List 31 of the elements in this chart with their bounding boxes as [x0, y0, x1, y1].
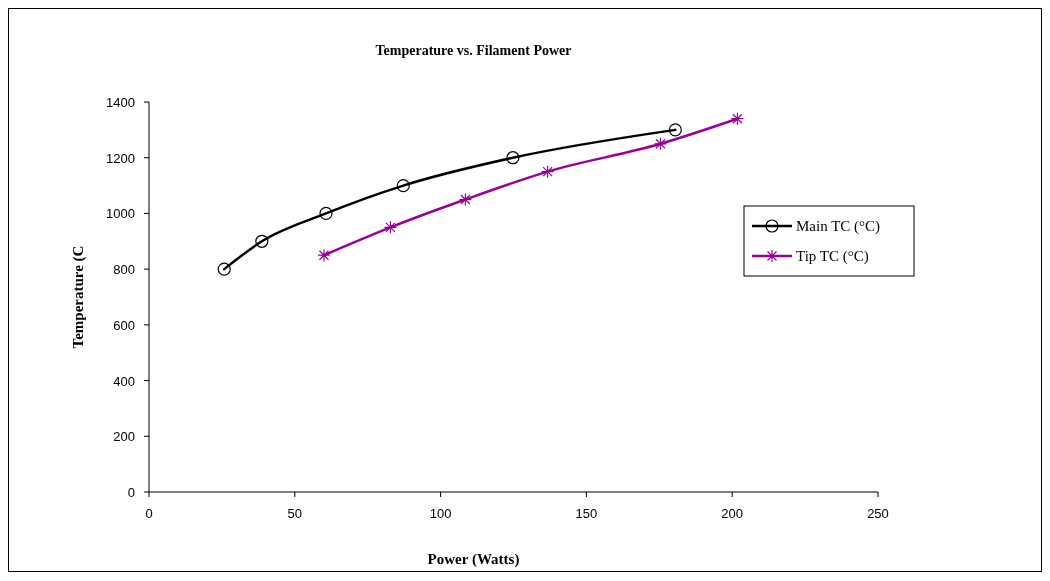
y-tick-label: 400 — [113, 373, 135, 389]
point — [668, 123, 682, 137]
point — [506, 151, 520, 165]
legend-label: Main TC (°C) — [796, 218, 881, 235]
y-tick-label: 0 — [127, 485, 135, 500]
y-tick-label: 600 — [113, 317, 135, 333]
point — [319, 206, 333, 221]
x-tick-label: 50 — [287, 506, 303, 521]
y-axis-title: Temperature (C — [70, 245, 87, 349]
point — [383, 220, 398, 234]
chart-title: Temperature vs. Filament Power — [375, 43, 572, 58]
y-tick-label: 1400 — [106, 95, 135, 110]
point — [217, 262, 231, 276]
y-tick-label: 1000 — [106, 206, 135, 222]
x-tick-label: 100 — [429, 506, 452, 521]
x-axis-title: Power (Watts) — [427, 551, 520, 568]
x-tick-label: 150 — [575, 506, 598, 521]
point — [458, 192, 472, 207]
point — [541, 165, 555, 179]
point — [730, 112, 745, 126]
y-tick-label: 800 — [113, 262, 135, 278]
point — [653, 137, 668, 151]
x-tick-label: 0 — [145, 506, 153, 521]
x-tick-label: 250 — [867, 506, 889, 521]
point — [317, 248, 331, 262]
x-tick-label: 200 — [721, 506, 744, 521]
y-tick-label: 1200 — [106, 150, 135, 166]
legend-label: Tip TC (°C) — [796, 248, 869, 265]
point — [255, 234, 269, 248]
point — [396, 178, 410, 193]
y-tick-label: 200 — [113, 429, 135, 445]
